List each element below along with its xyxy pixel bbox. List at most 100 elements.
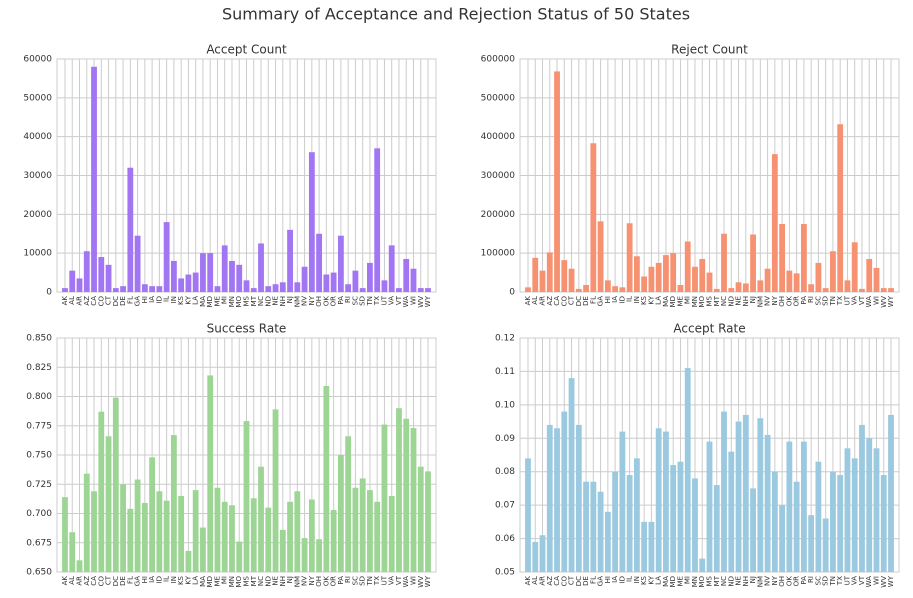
bar xyxy=(91,491,97,572)
bar xyxy=(410,268,417,292)
bar xyxy=(525,287,531,292)
bar xyxy=(612,471,619,572)
bar xyxy=(381,424,388,572)
x-tick-label: MA xyxy=(662,296,670,307)
bar xyxy=(866,438,873,572)
x-tick-label: SC xyxy=(814,296,822,305)
x-tick-label: CO xyxy=(560,296,568,307)
bar xyxy=(612,286,619,292)
x-tick-label: DE xyxy=(119,576,127,586)
y-tick-label: 0.08 xyxy=(495,467,515,477)
x-tick-label: NY xyxy=(771,575,779,585)
bar xyxy=(735,282,742,292)
bar xyxy=(236,541,243,572)
bar xyxy=(604,511,611,572)
x-tick-label: GA xyxy=(597,576,605,586)
bar xyxy=(808,515,815,572)
bar xyxy=(410,428,417,572)
bar xyxy=(374,501,381,572)
bar xyxy=(272,409,279,572)
bar xyxy=(699,558,706,572)
x-tick-label: UT xyxy=(843,295,851,305)
x-tick-label: NV xyxy=(301,576,309,586)
bar xyxy=(170,260,177,292)
x-tick-label: CT xyxy=(105,295,113,305)
bar xyxy=(633,458,640,572)
y-tick-label: 0 xyxy=(46,288,52,298)
bar xyxy=(692,266,698,292)
bar xyxy=(786,441,793,572)
x-tick-label: MO xyxy=(698,296,706,308)
x-tick-label: WA xyxy=(865,296,873,308)
x-tick-label: WI xyxy=(409,296,417,305)
y-tick-label: 0.05 xyxy=(495,568,515,578)
x-tick-label: MO xyxy=(235,296,243,308)
bar xyxy=(800,441,807,572)
x-tick-label: AR xyxy=(76,296,84,306)
x-tick-label: NV xyxy=(764,296,772,306)
x-tick-label: ND xyxy=(727,296,735,307)
x-tick-label: NH xyxy=(742,576,750,587)
bar xyxy=(597,221,604,292)
figure-title: Summary of Acceptance and Rejection Stat… xyxy=(222,5,690,24)
bar xyxy=(374,148,381,292)
x-tick-label: OK xyxy=(785,296,793,307)
x-tick-label: VT xyxy=(858,295,866,305)
bar xyxy=(670,465,677,572)
x-tick-label: SD xyxy=(359,296,367,306)
x-tick-label: RI xyxy=(807,296,815,303)
x-tick-label: AK xyxy=(524,576,532,586)
x-tick-label: NC xyxy=(257,296,265,306)
x-tick-label: GA xyxy=(134,576,142,586)
subplot-title: Accept Count xyxy=(206,43,287,57)
bar xyxy=(750,488,756,572)
bar xyxy=(554,428,560,572)
y-tick-label: 0.06 xyxy=(495,534,515,544)
x-tick-label: WY xyxy=(424,295,432,307)
x-tick-label: KS xyxy=(177,575,185,585)
x-tick-label: OR xyxy=(793,296,801,307)
bar xyxy=(323,385,330,572)
bar xyxy=(663,431,669,572)
bar xyxy=(539,535,546,572)
bar xyxy=(626,475,633,572)
bar xyxy=(583,481,589,572)
x-tick-label: TX xyxy=(836,296,844,306)
x-tick-label: AL xyxy=(531,296,539,305)
x-tick-label: KY xyxy=(184,295,192,304)
bar xyxy=(141,502,148,572)
bar xyxy=(590,143,597,292)
x-tick-label: VA xyxy=(388,296,396,305)
bar xyxy=(69,270,76,292)
x-tick-label: NC xyxy=(720,576,728,586)
bar xyxy=(880,288,887,292)
x-tick-label: NC xyxy=(720,296,728,306)
bar xyxy=(822,518,829,572)
x-tick-label: KS xyxy=(640,575,648,585)
bar xyxy=(525,458,531,572)
x-tick-label: ME xyxy=(213,296,221,306)
bar xyxy=(98,411,105,572)
x-tick-label: MN xyxy=(228,296,236,307)
x-tick-label: RI xyxy=(807,576,815,583)
bar xyxy=(258,243,264,292)
x-tick-label: NH xyxy=(279,296,287,307)
bar xyxy=(750,234,756,292)
x-tick-label: CA xyxy=(90,576,98,586)
y-tick-label: 0.825 xyxy=(26,363,52,373)
x-tick-label: ID xyxy=(618,576,626,583)
x-tick-label: PA xyxy=(337,296,345,305)
x-tick-label: MS xyxy=(243,295,251,306)
x-tick-label: GA xyxy=(597,296,605,306)
bar xyxy=(200,253,206,292)
bar xyxy=(214,487,221,572)
x-tick-label: OK xyxy=(322,296,330,307)
x-tick-label: NY xyxy=(308,575,316,585)
bar xyxy=(221,501,228,572)
x-tick-label: SC xyxy=(814,576,822,585)
bar xyxy=(83,473,90,572)
x-tick-label: MT xyxy=(250,295,258,306)
subplot: Accept Count 0 10000 20000 30000 40000 50000 60… xyxy=(23,43,437,308)
x-tick-label: DE xyxy=(582,296,590,306)
x-tick-label: AK xyxy=(61,296,69,306)
